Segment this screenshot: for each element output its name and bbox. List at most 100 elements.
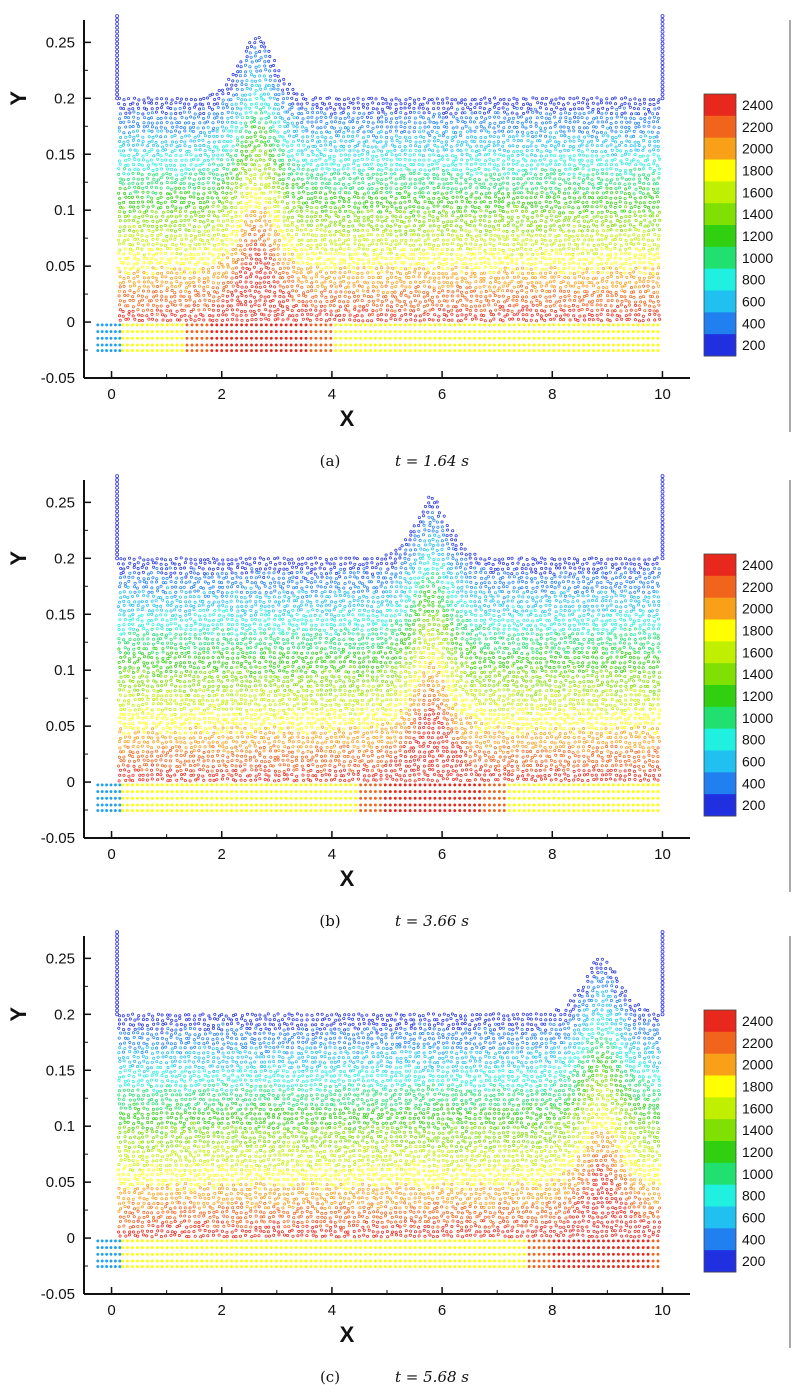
fluid-particle bbox=[478, 304, 482, 308]
fluid-particle bbox=[389, 229, 393, 233]
fluid-particle bbox=[610, 313, 614, 317]
fluid-particle bbox=[202, 143, 206, 147]
fluid-particle bbox=[332, 191, 336, 195]
fluid-particle bbox=[344, 153, 348, 157]
fluid-particle bbox=[436, 139, 440, 143]
fluid-particle bbox=[220, 275, 224, 279]
fluid-particle bbox=[459, 319, 463, 323]
fluid-particle bbox=[230, 120, 234, 124]
fluid-particle bbox=[558, 149, 562, 153]
fluid-particle bbox=[515, 262, 519, 266]
fluid-particle bbox=[492, 167, 496, 171]
fluid-particle bbox=[633, 285, 637, 289]
fluid-particle bbox=[149, 158, 153, 162]
fluid-particle bbox=[311, 186, 315, 190]
fluid-particle bbox=[357, 206, 361, 210]
fluid-particle bbox=[239, 177, 243, 181]
fluid-particle bbox=[337, 163, 341, 167]
fluid-particle bbox=[250, 285, 254, 289]
fluid-particle bbox=[249, 280, 253, 284]
fluid-particle bbox=[185, 150, 189, 154]
fluid-particle bbox=[146, 205, 150, 209]
fluid-particle bbox=[487, 285, 491, 289]
fluid-particle bbox=[221, 186, 225, 190]
fluid-particle bbox=[464, 229, 468, 233]
fluid-particle bbox=[403, 200, 407, 204]
fluid-particle bbox=[384, 166, 388, 170]
fluid-particle bbox=[330, 247, 334, 251]
fluid-particle bbox=[506, 223, 510, 227]
fluid-particle bbox=[530, 130, 534, 134]
fluid-particle bbox=[338, 220, 342, 224]
fluid-particle bbox=[452, 305, 456, 309]
fluid-particle bbox=[324, 136, 328, 140]
fluid-particle bbox=[494, 280, 498, 284]
fluid-particle bbox=[641, 233, 645, 237]
fluid-particle bbox=[152, 173, 156, 177]
fluid-particle bbox=[171, 303, 175, 307]
fluid-particle bbox=[493, 172, 497, 176]
fluid-particle bbox=[473, 246, 477, 250]
fluid-particle bbox=[623, 290, 627, 294]
fluid-particle bbox=[506, 243, 510, 247]
fluid-particle bbox=[150, 261, 154, 265]
fluid-particle bbox=[230, 293, 234, 297]
fluid-particle bbox=[353, 214, 357, 218]
fluid-particle bbox=[459, 228, 463, 232]
fluid-particle bbox=[206, 291, 210, 295]
fluid-particle bbox=[548, 280, 552, 284]
fluid-particle bbox=[611, 139, 615, 143]
fluid-particle bbox=[563, 140, 567, 144]
fluid-particle bbox=[202, 252, 206, 256]
fluid-particle bbox=[510, 120, 514, 124]
fluid-particle bbox=[497, 135, 501, 139]
fluid-particle bbox=[271, 298, 275, 302]
fluid-particle bbox=[577, 220, 581, 224]
fluid-particle bbox=[535, 228, 539, 232]
fluid-particle bbox=[380, 248, 384, 252]
fluid-particle bbox=[648, 166, 652, 170]
fluid-particle bbox=[418, 195, 422, 199]
fluid-particle bbox=[362, 262, 366, 266]
fluid-particle bbox=[185, 257, 189, 261]
fluid-particle bbox=[491, 299, 495, 303]
fluid-particle bbox=[403, 196, 407, 200]
fluid-particle bbox=[283, 266, 287, 270]
fluid-particle bbox=[202, 308, 206, 312]
fluid-particle bbox=[507, 295, 511, 299]
fluid-particle bbox=[311, 295, 315, 299]
fluid-particle bbox=[235, 173, 239, 177]
fluid-particle bbox=[395, 234, 399, 238]
fluid-particle bbox=[655, 272, 659, 276]
fluid-particle bbox=[577, 139, 581, 143]
fluid-particle bbox=[160, 140, 164, 144]
fluid-particle bbox=[582, 126, 586, 130]
fluid-particle bbox=[283, 280, 287, 284]
fluid-particle bbox=[170, 271, 174, 275]
fluid-particle bbox=[465, 197, 469, 201]
fluid-particle bbox=[318, 256, 322, 260]
fluid-particle bbox=[568, 145, 572, 149]
fluid-particle bbox=[182, 270, 186, 274]
fluid-particle bbox=[385, 209, 389, 213]
fluid-particle bbox=[554, 121, 558, 125]
fluid-particle bbox=[469, 129, 473, 133]
fluid-particle bbox=[533, 295, 537, 299]
fluid-particle bbox=[656, 256, 660, 260]
fluid-particle bbox=[154, 258, 158, 262]
fluid-particle bbox=[398, 272, 402, 276]
fluid-particle bbox=[548, 135, 552, 139]
fluid-particle bbox=[362, 201, 366, 205]
fluid-particle bbox=[253, 176, 257, 180]
fluid-particle bbox=[540, 143, 544, 147]
fluid-particle bbox=[633, 121, 637, 125]
fluid-particle bbox=[569, 284, 573, 288]
fluid-particle bbox=[606, 299, 610, 303]
fluid-particle bbox=[595, 139, 599, 143]
fluid-particle bbox=[252, 148, 256, 152]
fluid-particle bbox=[390, 285, 394, 289]
fluid-particle bbox=[314, 305, 318, 309]
fluid-particle bbox=[346, 163, 350, 167]
fluid-particle bbox=[140, 163, 144, 167]
fluid-particle bbox=[384, 177, 388, 181]
